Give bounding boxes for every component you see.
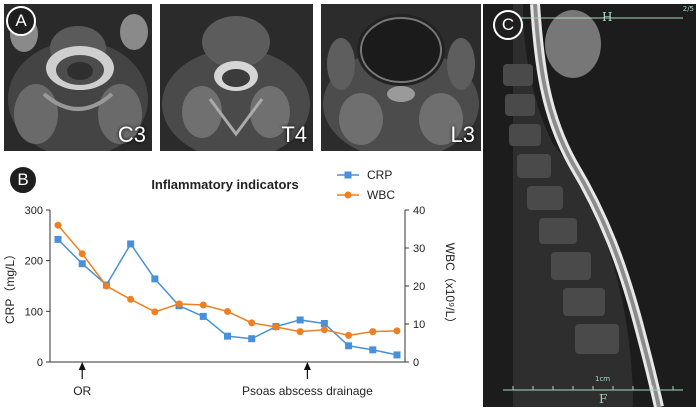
data-point-wbc	[175, 300, 183, 308]
slice-label-c3: C3	[117, 122, 146, 147]
chart-series	[54, 221, 401, 359]
right-y-tick-label: 0	[413, 357, 419, 369]
mri-bottom-marker: F	[599, 392, 608, 406]
mri-scale-label: 1cm	[595, 375, 611, 383]
legend-label-wbc: WBC	[367, 188, 395, 202]
data-point-wbc	[272, 323, 280, 331]
mri-sagittal: C H F 1cm 2/5	[483, 4, 696, 407]
left-y-tick-label: 0	[37, 357, 43, 369]
annotation-label: OR	[73, 384, 91, 398]
mri-axial-c3-image	[4, 4, 152, 151]
panel-b-label: B	[8, 165, 38, 195]
panel-a-label: A	[6, 6, 36, 36]
data-point-wbc	[199, 301, 207, 309]
right-y-tick-label: 40	[413, 205, 425, 217]
annotation-arrow-head	[303, 362, 311, 370]
chart-title: Inflammatory indicators	[151, 177, 298, 192]
mri-sagittal-image	[483, 4, 696, 407]
data-point-wbc	[54, 221, 62, 229]
mri-axial-t4: T4	[160, 4, 313, 151]
chart-axes: 0 100 200 300 0 10 20 30 40 CRP（mg/L） WBC（x10⁹/L）	[3, 205, 457, 369]
right-y-tick-label: 20	[413, 281, 425, 293]
data-point-wbc	[151, 308, 159, 316]
right-y-axis-label: WBC（x10⁹/L）	[443, 243, 457, 330]
data-point-crp	[224, 332, 231, 340]
data-point-wbc	[78, 250, 86, 258]
legend-marker-wbc	[344, 191, 352, 199]
mri-top-marker: H	[602, 10, 613, 24]
annotation-label: Psoas abscess drainage	[242, 384, 373, 398]
data-point-crp	[296, 316, 304, 324]
slice-label-t4: T4	[281, 122, 307, 147]
right-y-tick-label: 10	[413, 319, 425, 331]
data-point-crp	[248, 335, 256, 343]
data-point-crp	[345, 342, 353, 350]
right-y-tick-label: 30	[413, 243, 425, 255]
data-point-wbc	[369, 328, 377, 336]
annotation-arrow-head	[78, 362, 86, 370]
data-point-crp	[393, 351, 401, 359]
left-y-axis-label: CRP（mg/L）	[3, 248, 17, 324]
data-point-wbc	[127, 295, 135, 303]
mri-corner-text: 2/5	[682, 5, 694, 13]
panel-c-label: C	[493, 10, 523, 40]
mri-axial-t4-image	[160, 4, 313, 151]
data-point-wbc	[345, 331, 353, 339]
mri-axial-l3-image	[321, 4, 481, 151]
legend-marker-crp	[344, 171, 352, 179]
data-point-crp	[127, 240, 135, 248]
chart-legend: CRP WBC	[337, 168, 395, 202]
data-point-wbc	[393, 327, 401, 335]
legend-label-crp: CRP	[367, 168, 392, 182]
mri-axial-l3: L3	[321, 4, 481, 151]
data-point-wbc	[102, 282, 110, 290]
data-point-wbc	[224, 307, 231, 315]
data-point-crp	[199, 312, 207, 320]
data-point-crp	[320, 319, 328, 327]
data-point-crp	[151, 275, 159, 283]
left-y-tick-label: 300	[25, 205, 43, 217]
left-y-tick-label: 200	[25, 256, 43, 268]
mri-axial-c3: A C3	[4, 4, 152, 151]
data-point-crp	[369, 346, 377, 354]
data-point-wbc	[296, 328, 304, 336]
data-point-wbc	[320, 326, 328, 334]
slice-label-l3: L3	[450, 122, 475, 147]
left-y-tick-label: 100	[25, 306, 43, 318]
data-point-crp	[54, 235, 62, 243]
data-point-crp	[78, 260, 86, 268]
chart-annotations: OR Psoas abscess drainage	[73, 362, 373, 398]
data-point-wbc	[248, 319, 256, 327]
